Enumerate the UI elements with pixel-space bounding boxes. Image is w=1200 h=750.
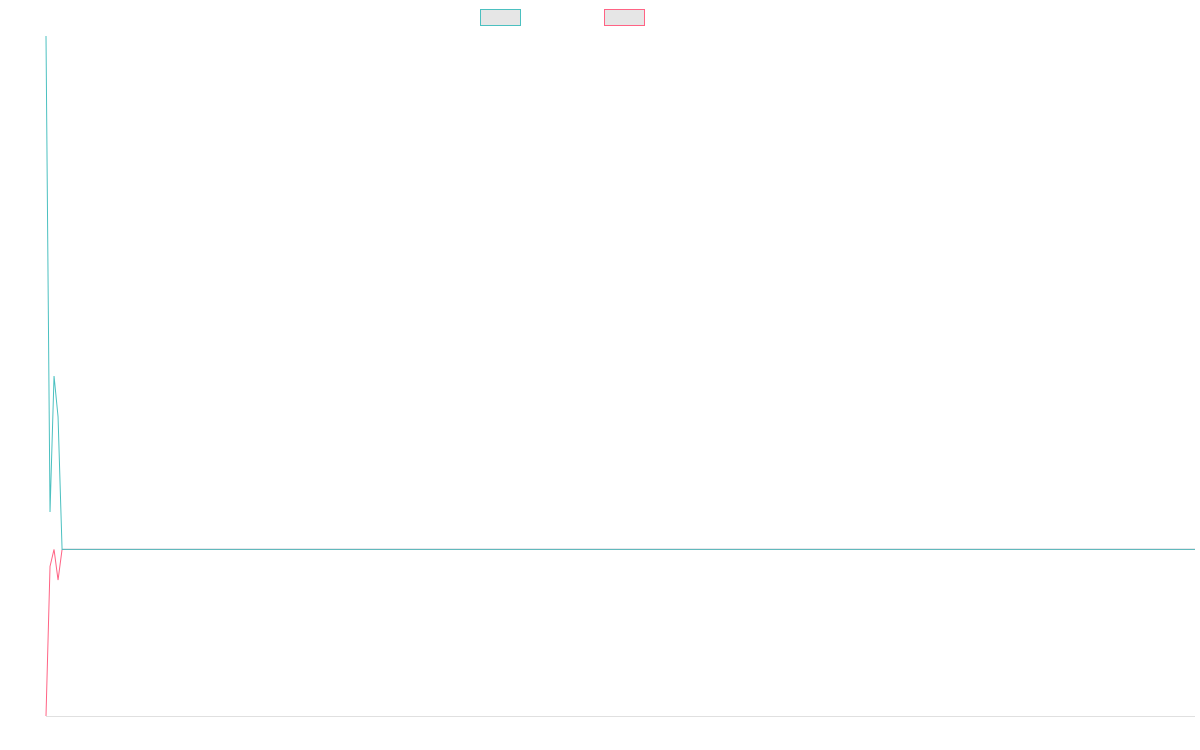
legend-swatch-2[interactable]	[604, 9, 645, 26]
series-line-1	[45, 35, 1195, 550]
series-line-2	[45, 548, 1195, 717]
legend-swatch-1[interactable]	[480, 9, 521, 26]
series-layer	[45, 35, 1195, 717]
legend[interactable]	[480, 9, 645, 26]
